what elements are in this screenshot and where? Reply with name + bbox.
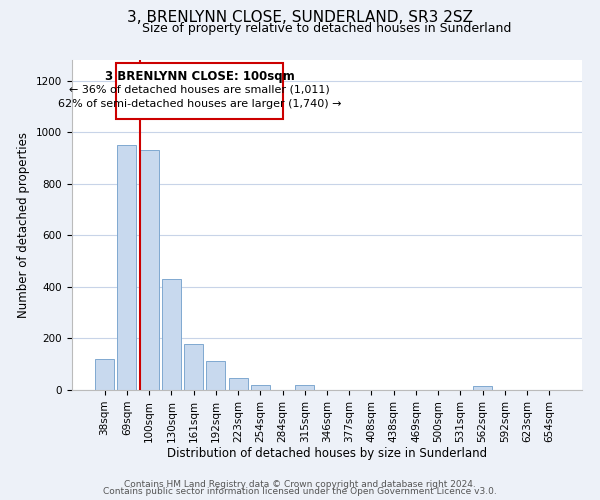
Text: Contains HM Land Registry data © Crown copyright and database right 2024.: Contains HM Land Registry data © Crown c…	[124, 480, 476, 489]
Bar	[206, 361, 225, 390]
FancyBboxPatch shape	[116, 62, 283, 120]
Bar	[162, 279, 181, 390]
Bar	[140, 150, 158, 390]
Text: 3 BRENLYNN CLOSE: 100sqm: 3 BRENLYNN CLOSE: 100sqm	[105, 70, 295, 84]
Bar	[95, 359, 114, 390]
Title: Size of property relative to detached houses in Sunderland: Size of property relative to detached ho…	[142, 22, 512, 35]
Bar	[229, 378, 248, 390]
Text: 3, BRENLYNN CLOSE, SUNDERLAND, SR3 2SZ: 3, BRENLYNN CLOSE, SUNDERLAND, SR3 2SZ	[127, 10, 473, 25]
Text: Contains public sector information licensed under the Open Government Licence v3: Contains public sector information licen…	[103, 487, 497, 496]
Bar	[473, 386, 492, 390]
Bar	[251, 386, 270, 390]
X-axis label: Distribution of detached houses by size in Sunderland: Distribution of detached houses by size …	[167, 448, 487, 460]
Text: 62% of semi-detached houses are larger (1,740) →: 62% of semi-detached houses are larger (…	[58, 98, 341, 108]
Y-axis label: Number of detached properties: Number of detached properties	[17, 132, 31, 318]
Text: ← 36% of detached houses are smaller (1,011): ← 36% of detached houses are smaller (1,…	[69, 84, 330, 94]
Bar	[118, 145, 136, 390]
Bar	[184, 344, 203, 390]
Bar	[295, 386, 314, 390]
